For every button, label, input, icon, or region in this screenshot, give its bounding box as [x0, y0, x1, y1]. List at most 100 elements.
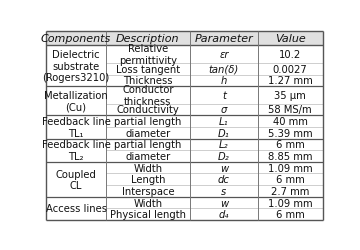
Bar — [258, 116, 323, 128]
Bar — [106, 104, 190, 116]
Bar — [46, 32, 106, 46]
Text: tan(δ): tan(δ) — [209, 64, 239, 74]
Text: 5.39 mm: 5.39 mm — [268, 128, 312, 138]
Bar — [106, 75, 190, 87]
Text: σ: σ — [221, 105, 227, 115]
Bar — [190, 64, 258, 75]
Bar — [106, 46, 190, 64]
Text: Parameter: Parameter — [194, 34, 253, 44]
Text: Feedback line
TL₁: Feedback line TL₁ — [42, 117, 111, 138]
Bar — [106, 162, 190, 174]
Text: Interspace: Interspace — [122, 186, 174, 196]
Bar — [258, 87, 323, 104]
Text: 35 μm: 35 μm — [274, 90, 306, 101]
Bar — [46, 116, 106, 128]
Bar — [190, 162, 258, 174]
Bar — [46, 174, 106, 186]
Bar — [46, 104, 106, 116]
Bar — [46, 150, 106, 162]
Text: Length: Length — [131, 174, 165, 184]
Bar — [258, 150, 323, 162]
Bar — [258, 208, 323, 220]
Text: Feedback line
TL₂: Feedback line TL₂ — [42, 140, 111, 161]
Text: D₂: D₂ — [218, 152, 230, 162]
Text: D₁: D₁ — [218, 128, 230, 138]
Bar — [46, 162, 106, 174]
Bar — [46, 64, 106, 75]
Text: 1.27 mm: 1.27 mm — [268, 76, 312, 86]
Bar — [190, 150, 258, 162]
Text: Conductor
thickness: Conductor thickness — [122, 85, 174, 106]
Bar — [106, 64, 190, 75]
Bar — [258, 128, 323, 139]
Text: Coupled
CL: Coupled CL — [56, 169, 96, 190]
Bar — [258, 186, 323, 197]
Text: 10.2: 10.2 — [279, 50, 301, 60]
Text: Metallization
(Cu): Metallization (Cu) — [44, 90, 108, 112]
Bar — [258, 197, 323, 208]
Text: s: s — [221, 186, 226, 196]
Bar — [106, 139, 190, 150]
Bar — [190, 46, 258, 64]
Bar — [106, 186, 190, 197]
Bar — [190, 208, 258, 220]
Text: εr: εr — [219, 50, 229, 60]
Text: diameter: diameter — [125, 128, 171, 138]
Bar — [46, 75, 106, 87]
Bar — [46, 186, 106, 197]
Bar — [106, 32, 190, 46]
Text: 0.0027: 0.0027 — [273, 64, 307, 74]
Text: L₂: L₂ — [219, 140, 229, 150]
Bar — [106, 208, 190, 220]
Text: h: h — [221, 76, 227, 86]
Bar — [46, 87, 106, 104]
Bar — [46, 197, 106, 208]
Text: Value: Value — [275, 34, 306, 44]
Text: Access lines: Access lines — [46, 204, 107, 214]
Text: 1.09 mm: 1.09 mm — [268, 198, 312, 208]
Bar — [258, 64, 323, 75]
Text: 6 mm: 6 mm — [276, 210, 305, 219]
Text: Width: Width — [133, 163, 162, 173]
Text: 40 mm: 40 mm — [273, 116, 307, 126]
Text: Loss tangent: Loss tangent — [116, 64, 180, 74]
Bar — [190, 128, 258, 139]
Bar — [190, 116, 258, 128]
Text: dc: dc — [218, 174, 230, 184]
Bar — [46, 46, 106, 64]
Text: t: t — [222, 90, 226, 101]
Bar — [190, 174, 258, 186]
Text: Components: Components — [41, 34, 111, 44]
Text: partial length: partial length — [114, 140, 181, 150]
Text: 1.09 mm: 1.09 mm — [268, 163, 312, 173]
Text: 6 mm: 6 mm — [276, 174, 305, 184]
Text: diameter: diameter — [125, 152, 171, 162]
Text: Dielectric
substrate
(Rogers3210): Dielectric substrate (Rogers3210) — [42, 50, 110, 83]
Bar — [258, 75, 323, 87]
Text: 58 MS/m: 58 MS/m — [268, 105, 312, 115]
Bar — [106, 197, 190, 208]
Text: w: w — [220, 198, 228, 208]
Bar — [258, 139, 323, 150]
Text: 6 mm: 6 mm — [276, 140, 305, 150]
Bar — [258, 32, 323, 46]
Bar — [46, 128, 106, 139]
Text: Physical length: Physical length — [110, 210, 186, 219]
Text: Thickness: Thickness — [123, 76, 173, 86]
Bar — [190, 87, 258, 104]
Bar — [190, 75, 258, 87]
Bar — [106, 174, 190, 186]
Text: partial length: partial length — [114, 116, 181, 126]
Text: d₄: d₄ — [219, 210, 229, 219]
Bar — [106, 128, 190, 139]
Bar — [106, 150, 190, 162]
Bar — [258, 174, 323, 186]
Text: Conductivity: Conductivity — [117, 105, 179, 115]
Bar — [190, 104, 258, 116]
Bar — [106, 116, 190, 128]
Bar — [258, 46, 323, 64]
Text: 8.85 mm: 8.85 mm — [268, 152, 312, 162]
Bar — [46, 208, 106, 220]
Bar — [190, 139, 258, 150]
Text: 2.7 mm: 2.7 mm — [271, 186, 309, 196]
